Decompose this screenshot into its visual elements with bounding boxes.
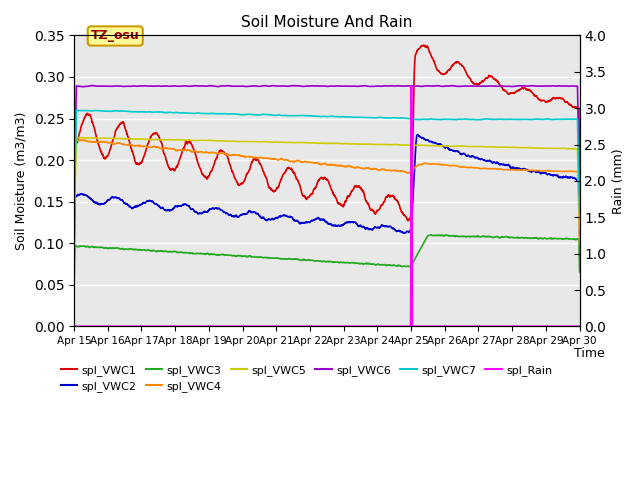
spl_Rain [70, 324, 78, 329]
Line: spl_Rain: spl_Rain [74, 86, 580, 326]
Legend: spl_VWC1, spl_VWC2, spl_VWC3, spl_VWC4, spl_VWC5, spl_VWC6, spl_VWC7, spl_Rain: spl_VWC1, spl_VWC2, spl_VWC3, spl_VWC4, … [56, 360, 557, 396]
spl_VWC7 [74, 108, 82, 113]
spl_VWC1 [531, 93, 539, 98]
spl_VWC6 [341, 84, 349, 89]
spl_VWC1 [211, 158, 219, 164]
spl_VWC6 [211, 84, 219, 89]
spl_VWC7 [545, 116, 553, 122]
spl_VWC5 [474, 144, 481, 149]
spl_VWC4 [211, 150, 219, 156]
spl_VWC3 [576, 269, 584, 275]
Line: spl_VWC6: spl_VWC6 [74, 85, 580, 206]
spl_VWC2 [341, 220, 349, 226]
Title: Soil Moisture And Rain: Soil Moisture And Rain [241, 15, 413, 30]
spl_VWC5 [70, 229, 78, 235]
spl_Rain [408, 84, 415, 89]
spl_VWC1 [474, 82, 481, 87]
spl_VWC2 [70, 260, 78, 265]
spl_VWC5 [72, 134, 80, 140]
spl_VWC2 [576, 231, 584, 237]
spl_VWC6 [576, 191, 584, 197]
spl_VWC5 [576, 226, 584, 232]
Line: spl_VWC4: spl_VWC4 [74, 139, 580, 244]
spl_VWC5 [353, 141, 360, 147]
spl_Rain [531, 324, 539, 329]
spl_VWC4 [341, 164, 349, 170]
spl_VWC6 [70, 204, 78, 209]
Line: spl_VWC7: spl_VWC7 [74, 110, 580, 218]
spl_VWC6 [87, 83, 95, 88]
spl_Rain [352, 324, 360, 329]
spl_VWC1 [70, 233, 78, 239]
spl_VWC6 [545, 83, 553, 89]
Y-axis label: Rain (mm): Rain (mm) [612, 148, 625, 214]
spl_VWC5 [341, 141, 349, 146]
spl_VWC2 [531, 168, 539, 174]
spl_VWC4 [353, 165, 360, 170]
Line: spl_VWC1: spl_VWC1 [74, 45, 580, 236]
spl_VWC3 [531, 235, 539, 241]
spl_Rain [474, 324, 481, 329]
spl_VWC4 [576, 241, 584, 247]
spl_VWC2 [474, 155, 481, 160]
X-axis label: Time: Time [574, 347, 605, 360]
spl_VWC7 [576, 210, 584, 216]
spl_VWC3 [545, 236, 553, 241]
spl_VWC4 [531, 168, 539, 173]
spl_VWC1 [545, 98, 553, 104]
spl_VWC7 [70, 216, 78, 221]
spl_VWC6 [353, 84, 360, 89]
spl_VWC1 [576, 187, 584, 192]
spl_VWC7 [353, 114, 360, 120]
spl_VWC2 [352, 220, 360, 226]
spl_VWC4 [70, 223, 78, 229]
spl_Rain [341, 324, 349, 329]
spl_Rain [211, 324, 219, 329]
spl_VWC4 [545, 168, 553, 174]
spl_VWC6 [474, 84, 481, 89]
Text: TZ_osu: TZ_osu [91, 29, 140, 43]
spl_VWC1 [341, 200, 349, 205]
spl_VWC3 [211, 252, 219, 257]
spl_VWC2 [413, 132, 421, 137]
spl_VWC7 [341, 114, 349, 120]
spl_VWC3 [474, 233, 481, 239]
spl_Rain [545, 324, 553, 329]
spl_VWC5 [545, 145, 553, 151]
spl_VWC7 [531, 116, 539, 122]
spl_VWC5 [531, 145, 539, 151]
spl_VWC3 [352, 260, 360, 266]
spl_VWC5 [211, 138, 219, 144]
Line: spl_VWC2: spl_VWC2 [74, 134, 580, 263]
spl_VWC1 [420, 42, 428, 48]
spl_VWC7 [211, 111, 219, 117]
spl_VWC1 [352, 183, 360, 189]
spl_VWC3 [70, 283, 78, 289]
spl_VWC6 [531, 83, 539, 89]
Line: spl_VWC5: spl_VWC5 [74, 137, 580, 232]
spl_VWC3 [426, 232, 434, 238]
spl_VWC2 [211, 205, 219, 211]
Line: spl_VWC3: spl_VWC3 [74, 235, 580, 286]
spl_VWC2 [545, 171, 553, 177]
Y-axis label: Soil Moisture (m3/m3): Soil Moisture (m3/m3) [15, 112, 28, 250]
spl_Rain [576, 324, 584, 329]
spl_VWC7 [474, 117, 481, 123]
spl_VWC4 [474, 165, 481, 171]
spl_VWC3 [341, 260, 349, 265]
spl_VWC4 [72, 136, 80, 142]
